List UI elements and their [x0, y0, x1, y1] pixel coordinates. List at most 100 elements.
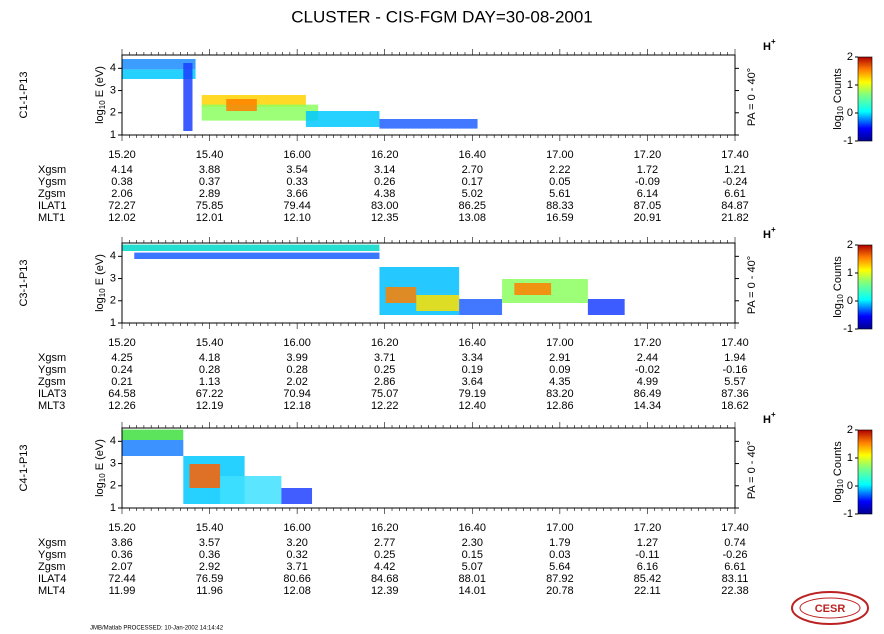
spectrogram-patch	[514, 283, 552, 295]
ephemeris-value: 20.78	[546, 585, 574, 597]
ephemeris-value: 80.66	[283, 573, 311, 585]
spectrogram-patch	[122, 244, 380, 251]
colorbar-label-base: log	[832, 303, 844, 318]
ephemeris-value: 83.11	[722, 573, 749, 585]
logo: CESR	[791, 591, 869, 625]
ephemeris-value: 75.07	[371, 388, 399, 400]
colorbar	[857, 56, 873, 142]
ephemeris-value: 4.35	[549, 376, 570, 388]
colorbar-tick-label: 1	[847, 452, 853, 464]
ephemeris-value: 0.36	[111, 549, 132, 561]
ephemeris-value: 0.26	[374, 176, 395, 188]
footer: JMB/Matlab PROCESSED: 10-Jan-2002 14:14:…	[90, 626, 224, 632]
species-label-base: H	[763, 41, 771, 53]
ephemeris-value: -0.24	[722, 176, 747, 188]
panel-label: C4-1-P13	[18, 444, 30, 491]
x-tick-label: 16.40	[459, 522, 487, 534]
ephemeris-value: 0.21	[111, 376, 132, 388]
x-tick-label: 17.40	[721, 522, 749, 534]
ephemeris-value: 12.19	[196, 400, 224, 412]
ephemeris-value: 0.09	[549, 364, 570, 376]
x-tick-label: 15.20	[108, 337, 136, 349]
colorbar-tick-label: 0	[847, 295, 853, 307]
species-label: H+	[763, 37, 776, 53]
ephemeris-name: Ygsm	[38, 364, 66, 376]
ephemeris-value: 1.27	[637, 537, 658, 549]
ephemeris-value: 79.44	[283, 200, 311, 212]
ephemeris-value: 12.86	[546, 400, 574, 412]
ephemeris-name: ILAT3	[38, 388, 67, 400]
colorbar-label: log10 Counts	[832, 441, 845, 503]
ephemeris-value: 0.74	[724, 537, 745, 549]
colorbar-tick-label: 1	[847, 79, 853, 91]
spectrogram-patch	[226, 99, 257, 111]
ephemeris-value: 76.59	[196, 573, 224, 585]
pitch-angle: PA = 0 - 40°	[746, 441, 758, 499]
ephemeris-value: 4.38	[374, 188, 395, 200]
ephemeris-value: 83.20	[546, 388, 574, 400]
ephemeris-name: MLT4	[38, 585, 65, 597]
spectrogram	[122, 244, 625, 315]
y-tick-label: 3	[110, 84, 116, 96]
ephemeris-value: 3.86	[111, 537, 132, 549]
ephemeris-value: -0.09	[635, 176, 660, 188]
spectrogram-patch	[201, 104, 319, 121]
x-tick-label: 17.00	[546, 522, 574, 534]
spectrogram-patch	[305, 111, 380, 127]
species-label: H+	[763, 225, 776, 241]
ephemeris-value: 5.61	[549, 188, 570, 200]
ephemeris-value: 88.01	[459, 573, 487, 585]
ephemeris-value: 3.88	[199, 164, 220, 176]
ephemeris-value: 3.57	[199, 537, 220, 549]
ephemeris-value: 64.58	[108, 388, 136, 400]
ephemeris-value: 1.79	[549, 537, 570, 549]
ephemeris-value: 3.71	[286, 561, 307, 573]
spectrogram-patch	[134, 252, 380, 259]
y-axis-label-sub: 10	[98, 100, 107, 109]
ephemeris-value: 4.99	[637, 376, 658, 388]
ephemeris-value: 87.05	[634, 200, 662, 212]
ephemeris-value: 18.62	[721, 400, 749, 412]
colorbar-tick-label: 0	[847, 107, 853, 119]
ephemeris-value: 84.68	[371, 573, 399, 585]
colorbar-label-sub: 10	[836, 479, 845, 488]
x-tick-label: 17.40	[721, 149, 749, 161]
ephemeris-value: 87.36	[721, 388, 749, 400]
ephemeris-value: 2.30	[462, 537, 483, 549]
spectrogram	[122, 59, 478, 131]
ephemeris-value: 1.72	[637, 164, 658, 176]
x-tick-label: 17.00	[546, 337, 574, 349]
ephemeris-value: 2.06	[111, 188, 132, 200]
y-tick-label: 4	[110, 250, 116, 262]
ephemeris-value: 2.44	[637, 352, 658, 364]
ephemeris-value: 0.28	[286, 364, 307, 376]
ephemeris-value: 83.00	[371, 200, 399, 212]
colorbar-label-base: log	[832, 115, 844, 130]
ephemeris-value: 22.38	[721, 585, 749, 597]
ephemeris-value: 2.70	[462, 164, 483, 176]
ephemeris-value: 0.32	[286, 549, 307, 561]
y-axis-label-rest: E (eV)	[94, 66, 106, 100]
ephemeris-value: 21.82	[721, 212, 749, 224]
ephemeris-value: 72.27	[108, 200, 136, 212]
ephemeris-value: 11.99	[109, 585, 136, 597]
x-tick-label: 17.20	[634, 522, 662, 534]
figure-title: CLUSTER - CIS-FGM DAY=30-08-2001	[291, 7, 593, 26]
colorbar-label-rest: Counts	[832, 256, 844, 294]
ephemeris-name: MLT3	[38, 400, 65, 412]
species-label: H+	[763, 410, 776, 426]
spectrogram-patch	[122, 69, 196, 79]
colorbar-tick-label: -1	[843, 323, 853, 335]
ephemeris-value: 70.94	[283, 388, 311, 400]
ephemeris-value: 16.59	[546, 212, 574, 224]
ephemeris-value: 88.33	[546, 200, 574, 212]
ephemeris-value: -0.11	[635, 549, 659, 561]
ephemeris-value: 3.20	[286, 537, 307, 549]
ephemeris-value: 2.07	[111, 561, 132, 573]
ephemeris-value: 6.61	[724, 188, 745, 200]
ephemeris-value: 12.39	[371, 585, 399, 597]
species-label-sup: +	[771, 410, 776, 419]
ephemeris-value: 3.14	[374, 164, 395, 176]
ephemeris-value: 0.33	[286, 176, 307, 188]
